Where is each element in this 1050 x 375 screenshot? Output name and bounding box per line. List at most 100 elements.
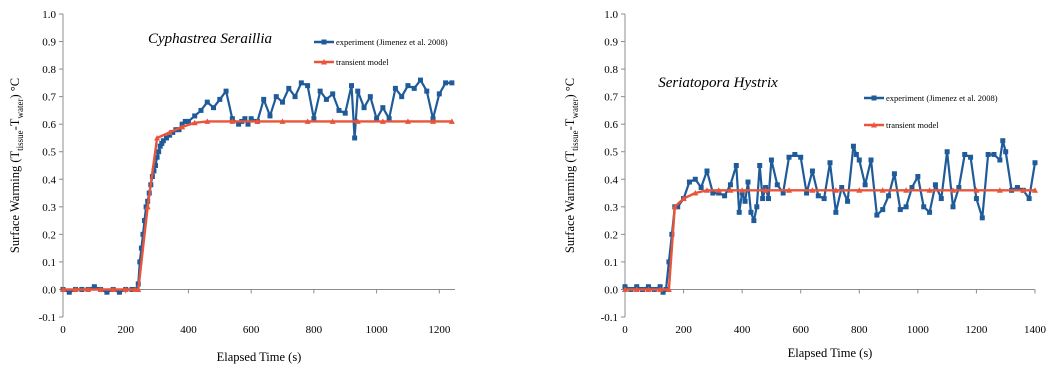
data-point [862,182,868,188]
data-point [645,286,652,292]
data-point [91,284,97,290]
data-point [666,259,672,265]
data-point [692,176,698,182]
y-tick-label: -0.1 [601,312,618,324]
y-tick-label: 0.8 [604,64,618,76]
x-tick-label: 1400 [1024,324,1047,336]
data-point [349,83,355,89]
data-point [962,151,968,157]
data-point [245,121,251,127]
data-point [1014,185,1020,191]
x-tick-label: 800 [306,324,323,336]
data-point [153,163,159,168]
data-point [160,138,166,144]
data-point [151,168,157,174]
data-point [762,187,769,193]
data-point [944,149,950,155]
data-point [692,190,699,196]
data-point [229,118,236,124]
data-point [880,207,886,213]
x-tick-label: 200 [675,324,692,336]
x-tick-label: 1200 [428,324,451,336]
x-tick-label: 1000 [366,324,389,336]
data-point [361,105,367,111]
data-point [633,286,640,292]
data-point [204,118,211,124]
data-point [985,151,991,157]
chart-title: Seriatopora Hystrix [658,75,778,91]
series-experiment [60,77,455,295]
data-point [686,179,692,185]
x-tick-label: 600 [243,324,260,336]
legend-marker [321,39,327,45]
data-point [211,105,217,111]
data-point [786,187,792,193]
data-point [903,187,910,193]
y-axis-title-part: tissue [15,130,25,151]
series-transient-model [622,187,1038,292]
legend: experiment (Jimenez et al. 2008) transien… [864,93,998,130]
x-tick-label: 200 [117,324,134,336]
data-point [104,289,110,295]
y-tick-label: 0.2 [42,229,56,241]
data-point [142,218,148,224]
data-point [317,88,323,94]
x-tick-label: 1000 [907,324,930,336]
data-point [821,196,827,202]
data-point [926,187,933,193]
data-point [135,286,142,292]
data-point [792,151,798,157]
data-point [856,187,863,193]
data-point [742,198,748,204]
data-point [973,196,979,202]
data-point [411,85,417,91]
data-point [657,286,664,292]
data-point [979,215,985,221]
y-tick-label: 0.8 [42,64,56,76]
data-point [354,118,361,124]
data-point [330,91,336,97]
y-tick-label: 0.7 [604,92,618,104]
data-point [809,187,816,193]
y-tick-label: 0.5 [42,147,56,159]
data-point [909,185,915,191]
data-point [254,118,261,124]
data-point [185,118,191,124]
data-point [675,204,681,210]
data-point [671,203,678,210]
data-point [850,143,856,149]
data-point [748,209,754,215]
series-transient-model [60,118,455,292]
data-point [1020,187,1027,193]
data-point [956,185,962,191]
data-point [879,187,886,193]
data-point [815,193,821,199]
data-point [116,289,122,295]
x-axis-title: Elapsed Time (s) [788,346,873,360]
data-point [751,218,757,224]
data-point [122,286,129,292]
legend-label: experiment (Jimenez et al. 2008) [336,37,448,47]
data-point [760,196,766,202]
data-point [261,96,267,102]
data-point [217,96,223,102]
data-point [739,187,746,193]
data-point [404,118,411,124]
data-point [236,121,242,127]
data-point [157,143,163,149]
data-point [448,118,455,124]
y-tick-label: 0.4 [604,174,618,186]
data-point [798,154,804,160]
x-tick-label: 600 [792,324,809,336]
data-point [140,231,146,237]
y-tick-label: 0.9 [604,37,618,49]
data-point [72,286,79,292]
y-tick-label: 0.6 [42,119,56,131]
data-point [443,80,449,86]
data-point [780,190,786,196]
data-point [1032,160,1038,166]
y-tick-label: 0.1 [42,257,56,269]
data-point [405,83,411,89]
data-point [267,113,273,119]
